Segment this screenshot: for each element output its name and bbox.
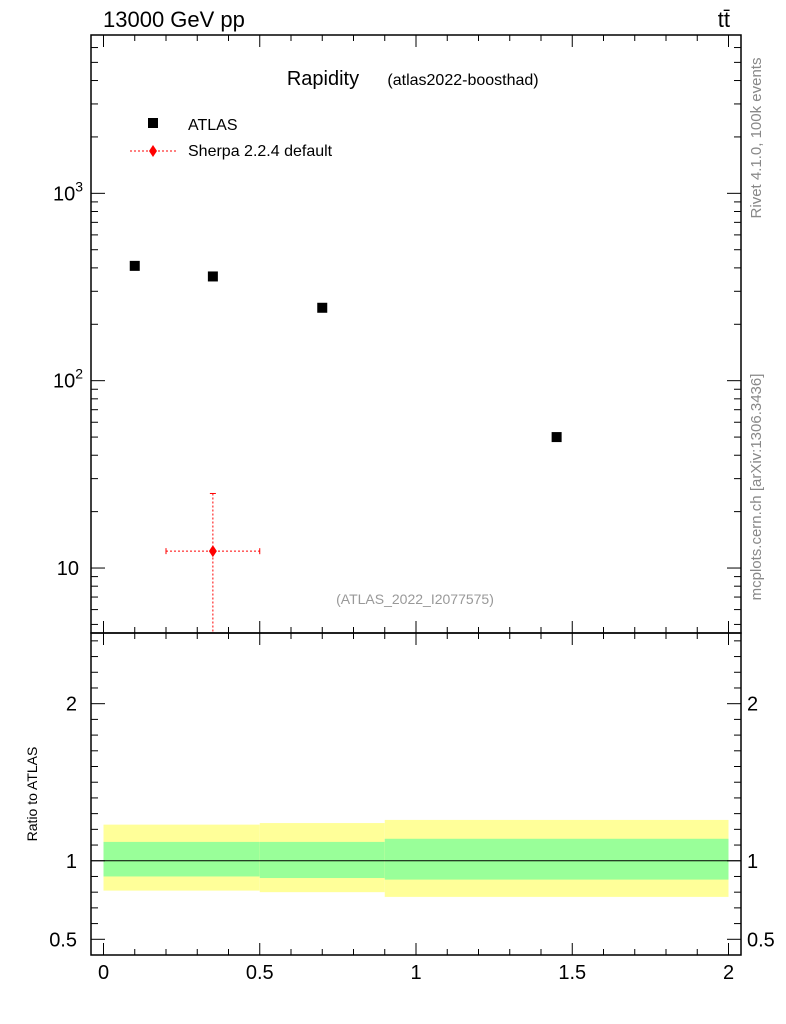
- legend-atlas-marker: [148, 118, 158, 128]
- ratio-y-tick-label: 1: [66, 851, 77, 873]
- x-tick-label: 0: [98, 962, 109, 984]
- chart-title-main: Rapidity: [287, 68, 359, 90]
- x-tick-label: 1.5: [558, 962, 586, 984]
- legend-sherpa-marker: [149, 145, 157, 157]
- ratio-y-tick-label-right: 1: [747, 851, 758, 873]
- legend-atlas-label: ATLAS: [188, 117, 238, 134]
- ratio-y-tick-label: 2: [66, 694, 77, 716]
- mcplots-label: mcplots.cern.ch [arXiv:1306.3436]: [748, 374, 765, 601]
- atlas-data-point: [551, 432, 562, 443]
- rivet-label: Rivet 4.1.0, 100k events: [748, 58, 765, 219]
- analysis-watermark: (ATLAS_2022_I2077575): [336, 591, 494, 607]
- x-tick-label: 1: [410, 962, 421, 984]
- ratio-y-tick-label: 0.5: [49, 929, 77, 951]
- axis-tick-labels: 0 0.5 1 1.5 2 10 102 103 0.5 0.5 1 1 2 2: [49, 178, 775, 984]
- ratio-inner-band: [259, 841, 385, 879]
- series-sherpa: [165, 492, 261, 633]
- legend-sherpa-label: Sherpa 2.2.4 default: [188, 143, 333, 160]
- sherpa-data-point: [208, 545, 217, 558]
- ratio-inner-band: [384, 838, 729, 880]
- chart-subtitle: (atlas2022-boosthad): [387, 72, 538, 89]
- ratio-y-tick-label-right: 2: [747, 694, 758, 716]
- main-y-tick-label: 10: [57, 558, 79, 580]
- ratio-y-tick-label-right: 0.5: [747, 929, 775, 951]
- ratio-bands: [103, 819, 729, 897]
- process-label: tt̄: [717, 7, 730, 32]
- atlas-data-point: [207, 271, 218, 282]
- ratio-inner-band: [103, 841, 260, 877]
- ratio-plot-frame: [90, 632, 742, 956]
- atlas-data-point: [129, 260, 140, 271]
- axis-ticks: [91, 34, 741, 955]
- main-y-tick-label: 103: [53, 178, 83, 205]
- x-tick-label: 2: [723, 962, 734, 984]
- main-y-tick-label: 102: [53, 366, 83, 393]
- atlas-data-point: [317, 302, 328, 313]
- energy-label: 13000 GeV pp: [103, 7, 245, 32]
- x-tick-label: 0.5: [246, 962, 274, 984]
- series-atlas: [129, 260, 562, 443]
- ratio-y-axis-label: Ratio to ATLAS: [24, 747, 40, 842]
- chart-title: Rapidity: [287, 68, 359, 90]
